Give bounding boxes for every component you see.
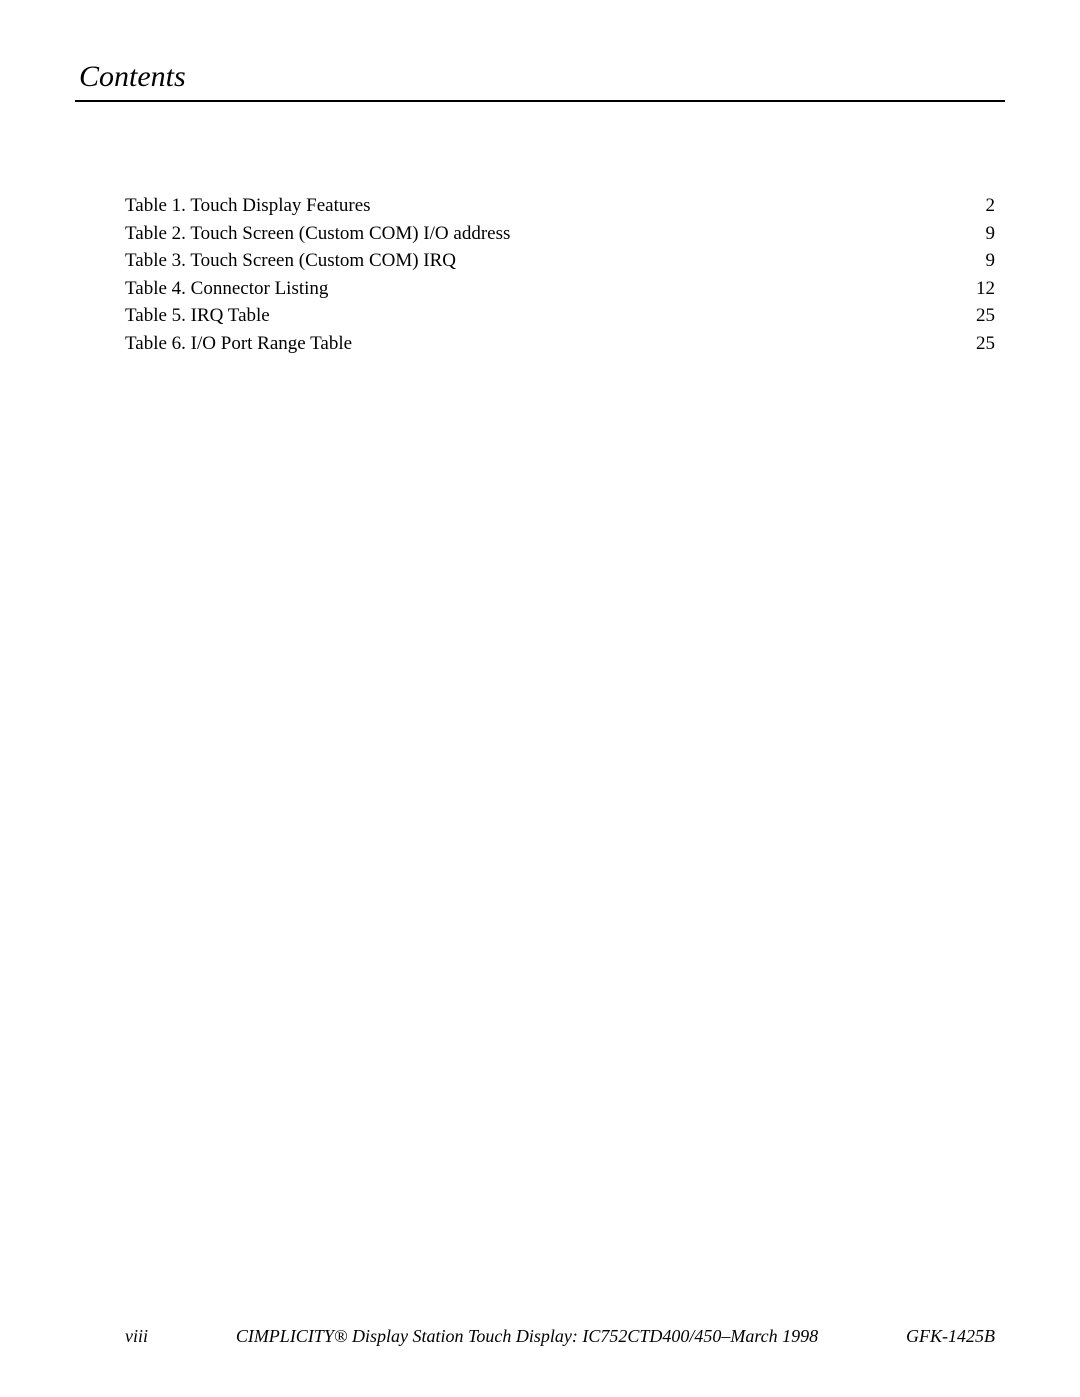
toc-entry-label: Table 1. Touch Display Features (125, 192, 371, 220)
toc-entry-page: 25 (971, 302, 995, 330)
toc-entry-page: 9 (971, 247, 995, 275)
toc-entry-page: 9 (971, 220, 995, 248)
toc-entry-label: Table 4. Connector Listing (125, 275, 328, 303)
document-page: Contents Table 1. Touch Display Features… (0, 0, 1080, 1397)
toc-entry-page: 12 (971, 275, 995, 303)
toc-entry: Table 3. Touch Screen (Custom COM) IRQ 9 (125, 247, 995, 275)
toc-entry: Table 1. Touch Display Features 2 (125, 192, 995, 220)
toc-entry-page: 25 (971, 330, 995, 358)
toc-entry: Table 5. IRQ Table 25 (125, 302, 995, 330)
title-underline (75, 100, 1005, 102)
toc-entry: Table 6. I/O Port Range Table 25 (125, 330, 995, 358)
toc-entry: Table 2. Touch Screen (Custom COM) I/O a… (125, 220, 995, 248)
page-title: Contents (75, 60, 1005, 94)
page-footer: viii CIMPLICITY® Display Station Touch D… (75, 1326, 1005, 1347)
toc-entry-label: Table 6. I/O Port Range Table (125, 330, 352, 358)
toc-entry-label: Table 5. IRQ Table (125, 302, 270, 330)
toc-entry-page: 2 (971, 192, 995, 220)
toc-entry-label: Table 2. Touch Screen (Custom COM) I/O a… (125, 220, 510, 248)
footer-document-code: GFK-1425B (906, 1326, 1005, 1347)
footer-document-title: CIMPLICITY® Display Station Touch Displa… (148, 1326, 906, 1347)
toc-entry-label: Table 3. Touch Screen (Custom COM) IRQ (125, 247, 456, 275)
footer-page-number: viii (75, 1326, 148, 1347)
table-of-contents: Table 1. Touch Display Features 2 Table … (75, 192, 1005, 357)
toc-entry: Table 4. Connector Listing 12 (125, 275, 995, 303)
